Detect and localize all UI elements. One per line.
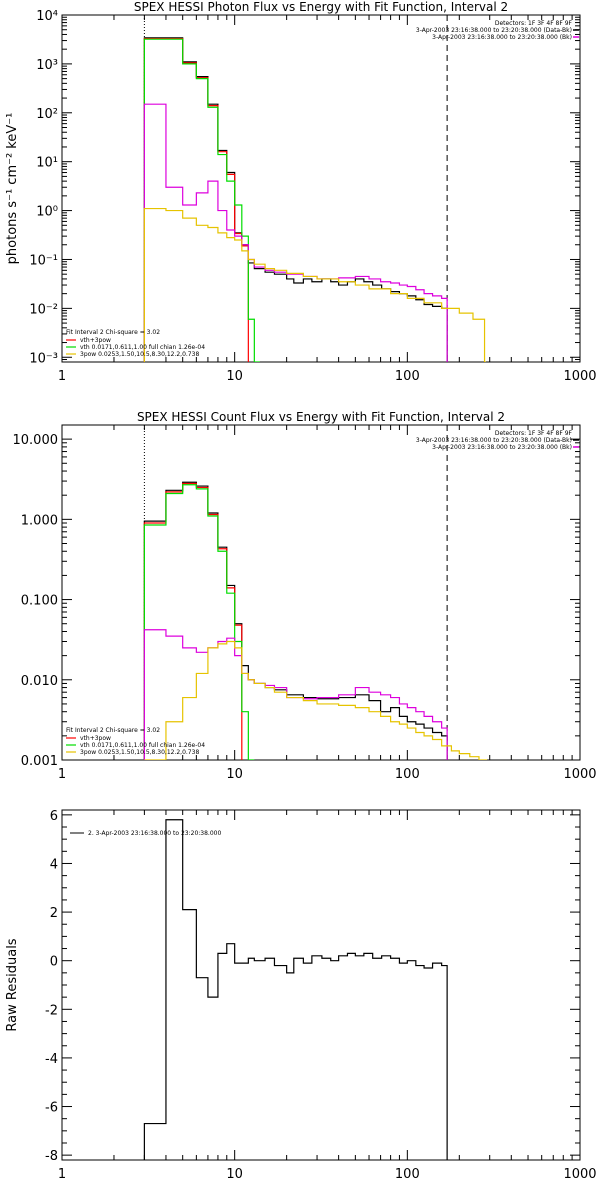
legend-fit-line: vth+3pow <box>80 337 111 344</box>
x-tick-label: 100 <box>395 1167 420 1182</box>
y-tick-label: -8 <box>45 1149 58 1164</box>
y-tick-label: 10¹ <box>36 156 58 171</box>
legend-fit-line: vth+3pow <box>80 735 111 742</box>
y-tick-label: 10² <box>36 107 58 122</box>
legend-top-line: Detectors: 1F 3F 4F 8F 9F <box>495 20 573 27</box>
chart-panel-3: Raw Residuals 1 10 100 1000 6 4 2 0 -2 -4 -6 -8 2. 3-… <box>5 809 597 1182</box>
y-tick-label: 10⁻¹ <box>29 253 58 268</box>
legend-fit-line: vth 0.0171,0.611,1.00 full chian 1.26e-0… <box>80 742 205 749</box>
y-tick-label: 10⁴ <box>36 9 58 24</box>
y-tick-label: 10.000 <box>13 433 59 448</box>
series-2-line <box>143 484 255 760</box>
y-tick-label: 6 <box>50 809 58 824</box>
x-tick-label: 1000 <box>563 767 596 782</box>
legend-top-line: 3-Apr-2003 23:16:38.000 to 23:20:38.000 … <box>416 437 572 444</box>
legend-residual-line: 2. 3-Apr-2003 23:16:38.000 to 23:20:38.0… <box>88 830 221 837</box>
plot-frame <box>61 809 581 1161</box>
x-tick-label: 1000 <box>563 369 596 384</box>
legend-top-line: Detectors: 1F 3F 4F 8F 9F <box>495 430 573 437</box>
series-3-line <box>143 103 448 362</box>
y-tick-label: 10⁻² <box>29 302 58 317</box>
y-axis-label: Raw Residuals <box>5 938 20 1031</box>
y-tick-label: 0.001 <box>21 754 58 769</box>
legend-fit-title: Fit Interval 2 Chi-square = 3.02 <box>66 329 160 336</box>
x-tick-label: 1 <box>58 767 66 782</box>
plot-frame <box>61 424 581 761</box>
y-tick-label: 10⁻³ <box>29 351 58 366</box>
y-axis-label: photons s⁻¹ cm⁻² keV⁻¹ <box>5 113 20 265</box>
y-tick-label: 4 <box>50 857 58 872</box>
y-tick-label: -6 <box>45 1101 58 1116</box>
x-tick-label: 100 <box>395 369 420 384</box>
legend-top-line: 3-Apr-2003 23:16:38.000 to 23:20:38.000 … <box>432 444 572 451</box>
legend-fit-title: Fit Interval 2 Chi-square = 3.02 <box>66 727 160 734</box>
x-tick-label: 1 <box>58 1167 66 1182</box>
x-tick-label: 10 <box>226 767 243 782</box>
y-tick-label: 0.010 <box>21 674 58 689</box>
legend-fit-line: 3pow 0.0253,1.50,10.5,8.30,12.2,0.738 <box>80 749 199 756</box>
series-4-line <box>144 640 488 760</box>
chart-panel-2: SPEX HESSI Count Flux vs Energy with Fit… <box>13 410 597 782</box>
y-tick-label: 2 <box>50 906 58 921</box>
chart-panel-1: SPEX HESSI Photon Flux vs Energy with Fi… <box>5 0 597 384</box>
plot-frame <box>61 14 581 363</box>
legend-fit-line: vth 0.0171,0.611,1.00 full chian 1.26e-0… <box>80 344 205 351</box>
x-tick-label: 100 <box>395 767 420 782</box>
legend-fit-line: 3pow 0.0253,1.50,10.5,8.30,12.2,0.738 <box>80 351 199 358</box>
series-0-line <box>143 481 448 760</box>
x-tick-label: 1000 <box>563 1167 596 1182</box>
series-0-line <box>143 819 448 1160</box>
y-tick-label: 0.100 <box>21 594 58 609</box>
series-4-line <box>143 207 486 362</box>
x-tick-label: 1 <box>58 369 66 384</box>
x-tick-label: 10 <box>226 1167 243 1182</box>
y-tick-label: 10⁰ <box>36 205 58 220</box>
y-tick-label: 0 <box>50 955 58 970</box>
series-0-line <box>143 37 448 362</box>
y-tick-label: 10³ <box>36 58 58 73</box>
y-tick-label: -2 <box>45 1003 58 1018</box>
y-tick-label: 1.000 <box>21 513 58 528</box>
legend-top-line: 3-Apr-2003 23:16:38.000 to 23:20:38.000 … <box>432 34 572 41</box>
y-tick-label: -4 <box>45 1052 58 1067</box>
x-tick-label: 10 <box>226 369 243 384</box>
legend-top-line: 3-Apr-2003 23:16:38.000 to 23:20:38.000 … <box>416 27 572 34</box>
series-2-line <box>143 38 260 362</box>
chart-title: SPEX HESSI Count Flux vs Energy with Fit… <box>137 410 505 424</box>
chart-title: SPEX HESSI Photon Flux vs Energy with Fi… <box>134 0 508 14</box>
